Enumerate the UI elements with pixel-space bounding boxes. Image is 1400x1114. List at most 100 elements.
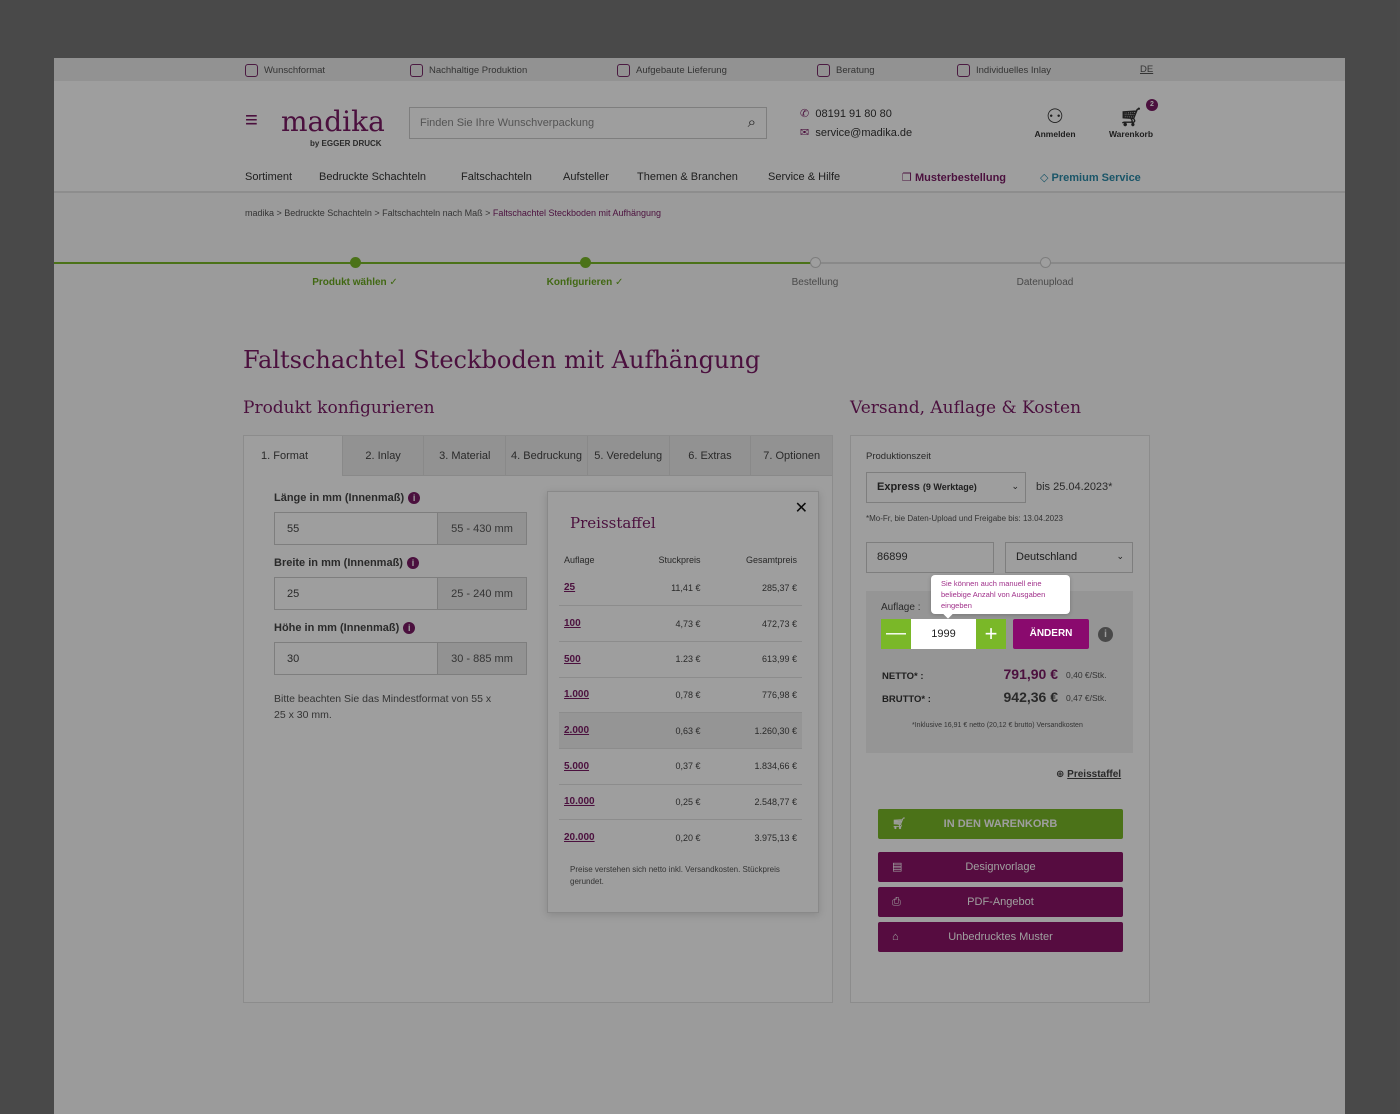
nav-bedruckte-schachteln[interactable]: Bedruckte Schachteln (319, 171, 427, 183)
info-icon[interactable]: i (403, 622, 416, 634)
cart-button[interactable]: 🛒︎ Warenkorb 2 (1104, 99, 1158, 139)
nav-service[interactable]: Service & Hilfe (768, 171, 841, 183)
info-icon[interactable]: i (408, 492, 421, 504)
price-table: Auflage Stuckpreis Gesamtpreis 25 11,41 €… (559, 550, 802, 856)
step-produkt[interactable]: Produkt wählen ✓ (312, 277, 398, 288)
price-row: 10.000 0,25 €2.548,77 € (559, 784, 802, 821)
page-title: Faltschachtel Steckboden mit Aufhängung (243, 346, 761, 374)
topbar-label: Wunschformat (264, 65, 326, 76)
decrease-button[interactable]: — (881, 619, 911, 649)
design-template-button[interactable]: ▤ Designvorlage (878, 852, 1123, 882)
step-konfigurieren[interactable]: Konfigurieren ✓ (546, 277, 624, 288)
tab-inlay[interactable]: 2. Inlay (342, 436, 425, 476)
total-price: 2.548,77 € (705, 784, 802, 821)
nav-musterbestellung[interactable]: ❐ Musterbestellung (902, 172, 1007, 184)
template-icon: ▤ (892, 861, 903, 873)
price-row: 2.000 0,63 €1.260,30 € (559, 712, 802, 749)
tab-optionen[interactable]: 7. Optionen (751, 436, 833, 476)
brutto-unit: 0,47 €/Stk. (1066, 693, 1107, 703)
cart-badge: 2 (1146, 99, 1158, 111)
gift-box-icon: ⌂ (892, 931, 899, 943)
unit-price: 0,20 € (675, 832, 701, 843)
cart-icon: 🛒︎ (1119, 107, 1143, 127)
nav-faltschachteln[interactable]: Faltschachteln (461, 171, 532, 183)
topbar-item[interactable]: Nachhaltige Produktion (410, 64, 527, 77)
cart-icon: 🛒︎ (892, 818, 906, 830)
page: Wunschformat Nachhaltige Produktion Aufg… (54, 58, 1345, 1114)
production-note: *Mo-Fr, bie Daten-Upload und Freigabe bi… (866, 514, 1064, 523)
price-row: 5.000 0,37 €1.834,66 € (559, 748, 802, 785)
quantity-input[interactable]: 1999 (911, 619, 976, 649)
language-switch[interactable]: DE (1140, 64, 1154, 75)
unit-price: 11,41 € (623, 570, 706, 607)
phone[interactable]: ✆ 08191 91 80 80 (800, 108, 892, 120)
delivery-date: bis 25.04.2023* (1036, 481, 1113, 493)
price-note: Preise verstehen sich netto inkl. Versan… (570, 865, 780, 886)
tab-material[interactable]: 3. Material (424, 436, 507, 476)
pdf-offer-button[interactable]: ⎙ PDF-Angebot (878, 887, 1123, 917)
breadcrumb-item[interactable]: madika (245, 208, 275, 218)
quantity-link[interactable]: 1.000 (564, 689, 590, 701)
nav-aufsteller[interactable]: Aufsteller (563, 171, 609, 183)
quantity-link[interactable]: 500 (564, 653, 581, 665)
unit-price: 0,25 € (623, 784, 706, 821)
search-icon[interactable]: ⌕ (747, 114, 756, 131)
price-table-popup: ✕ Preisstaffel Auflage Stuckpreis Gesamt… (547, 491, 819, 913)
breadcrumb-item[interactable]: Faltschachteln nach Maß (382, 208, 483, 218)
breadcrumb-item[interactable]: Bedruckte Schachteln (284, 208, 372, 218)
inlay-icon (957, 64, 970, 77)
increase-button[interactable]: + (976, 619, 1006, 649)
logo-subtitle: by EGGER DRUCK (310, 139, 382, 148)
breadcrumb-current: Faltschachtel Steckboden mit Aufhängung (492, 208, 662, 218)
sample-button[interactable]: ⌂ Unbedrucktes Muster (878, 922, 1123, 952)
pdf-icon: ⎙ (892, 896, 901, 908)
quantity-link[interactable]: 10.000 (564, 796, 595, 808)
step-bestellung: Bestellung (791, 277, 839, 288)
login-button[interactable]: ⚇ Anmelden (1030, 105, 1080, 139)
info-icon[interactable]: i (1098, 627, 1113, 642)
progress-dot (1040, 257, 1051, 268)
progress-line-pending (815, 262, 1345, 264)
nav-sortiment[interactable]: Sortiment (245, 171, 293, 183)
nav-premium[interactable]: ◇ Premium Service (1040, 172, 1141, 184)
preisstaffel-link[interactable]: ⊕ Preisstaffel (1056, 769, 1122, 780)
email[interactable]: ✉ service@madika.de (800, 127, 913, 139)
width-input[interactable]: 25 25 - 240 mm (274, 577, 527, 610)
quantity-link[interactable]: 20.000 (564, 832, 595, 844)
change-button[interactable]: ÄNDERN (1013, 619, 1089, 649)
length-range: 55 - 430 mm (437, 513, 526, 544)
menu-icon[interactable]: ≡ (245, 107, 258, 132)
quantity-box: Auflage : i NETTO* : 791,90 € 0,40 €/Stk… (866, 591, 1133, 753)
production-select[interactable]: Express (9 Werktage) ⌄ (866, 472, 1026, 503)
logo[interactable]: madika (281, 105, 385, 138)
netto-label: NETTO* : (882, 671, 924, 682)
height-input[interactable]: 30 30 - 885 mm (274, 642, 527, 675)
height-range: 30 - 885 mm (437, 643, 526, 674)
nav-themen[interactable]: Themen & Branchen (637, 171, 738, 183)
topbar-item[interactable]: Aufgebaute Lieferung (617, 64, 727, 77)
add-to-cart-button[interactable]: 🛒︎ IN DEN WARENKORB (878, 809, 1123, 839)
top-bar: Wunschformat Nachhaltige Produktion Aufg… (54, 58, 1345, 81)
search-input[interactable]: Finden Sie Ihre Wunschverpackung ⌕ (409, 107, 767, 139)
delivery-icon (617, 64, 630, 77)
total-price: 472,73 € (705, 605, 802, 642)
topbar-item[interactable]: Wunschformat (245, 64, 325, 77)
user-icon: ⚇ (1046, 106, 1064, 128)
quantity-link[interactable]: 25 (564, 582, 576, 594)
close-icon[interactable]: ✕ (794, 500, 808, 517)
country-select[interactable]: Deutschland ⌄ (1005, 542, 1133, 573)
box-icon (245, 64, 258, 77)
zip-input[interactable]: 86899 (866, 542, 994, 573)
tab-veredelung[interactable]: 5. Veredelung (587, 436, 670, 476)
quantity-link[interactable]: 2.000 (564, 725, 590, 737)
topbar-item[interactable]: Individuelles Inlay (957, 64, 1051, 77)
tab-extras[interactable]: 6. Extras (669, 436, 752, 476)
quantity-link[interactable]: 100 (564, 618, 581, 630)
tab-bedruckung[interactable]: 4. Bedruckung (506, 436, 588, 476)
topbar-item[interactable]: Beratung (817, 64, 875, 77)
quantity-link[interactable]: 5.000 (564, 760, 590, 772)
length-input[interactable]: 55 55 - 430 mm (274, 512, 527, 545)
tab-format[interactable]: 1. Format (244, 436, 343, 476)
info-icon[interactable]: i (406, 557, 419, 569)
